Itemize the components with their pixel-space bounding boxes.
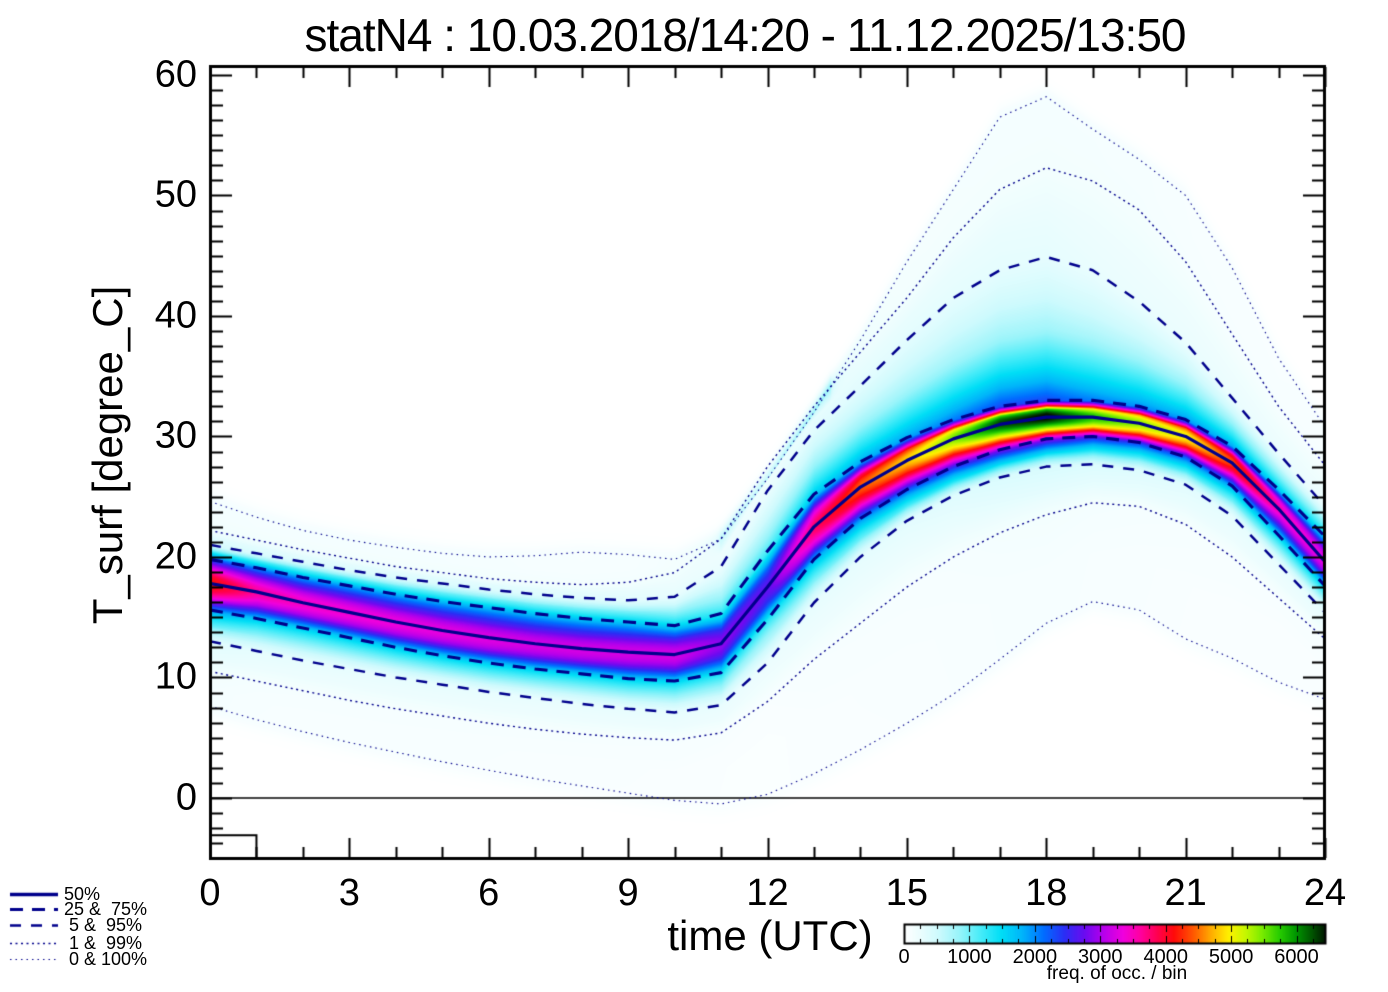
x-tick-label: 18 bbox=[1025, 872, 1068, 914]
y-tick-label: 20 bbox=[154, 535, 197, 578]
x-tick-label: 9 bbox=[617, 872, 639, 914]
colorbar-tick-label: 3000 bbox=[1078, 946, 1123, 968]
y-tick-label: 0 bbox=[175, 776, 197, 819]
legend-item-0-100: 0 & 100% bbox=[64, 949, 148, 969]
legend-item-50: 50% bbox=[64, 884, 101, 904]
x-axis-label: time (UTC) bbox=[667, 912, 873, 959]
plot-title: statN4 : 10.03.2018/14:20 - 11.12.2025/1… bbox=[304, 9, 1187, 61]
x-tick-label: 21 bbox=[1164, 872, 1207, 914]
x-tick-label: 24 bbox=[1303, 872, 1347, 914]
colorbar-tick-label: 2000 bbox=[1012, 946, 1058, 968]
y-tick-label: 30 bbox=[154, 414, 197, 457]
y-tick-label: 40 bbox=[154, 294, 197, 337]
colorbar-tick-label: 5000 bbox=[1208, 946, 1254, 968]
x-tick-label: 3 bbox=[338, 872, 360, 914]
x-tick-label: 15 bbox=[885, 872, 929, 914]
y-tick-label: 10 bbox=[154, 655, 197, 698]
y-axis-label: T_surf [degree_C] bbox=[84, 285, 131, 625]
legend-item-1-99: 1 & 99% bbox=[64, 933, 143, 953]
colorbar-tick-label: 4000 bbox=[1143, 946, 1188, 968]
y-tick-label: 60 bbox=[154, 53, 197, 96]
colorbar-tick-label: 0 bbox=[898, 946, 910, 968]
x-tick-label: 12 bbox=[746, 872, 789, 914]
colorbar-tick-label: 6000 bbox=[1274, 946, 1319, 968]
legend-item-5-95: 5 & 95% bbox=[64, 915, 143, 935]
y-tick-label: 50 bbox=[154, 173, 197, 216]
x-tick-label: 6 bbox=[478, 872, 500, 914]
legend-item-25-75: 25 & 75% bbox=[64, 899, 148, 919]
x-tick-label: 0 bbox=[199, 872, 221, 914]
colorbar-tick-label: 1000 bbox=[947, 946, 992, 968]
colorbar-label: freq. of occ. / bin bbox=[1046, 963, 1188, 984]
